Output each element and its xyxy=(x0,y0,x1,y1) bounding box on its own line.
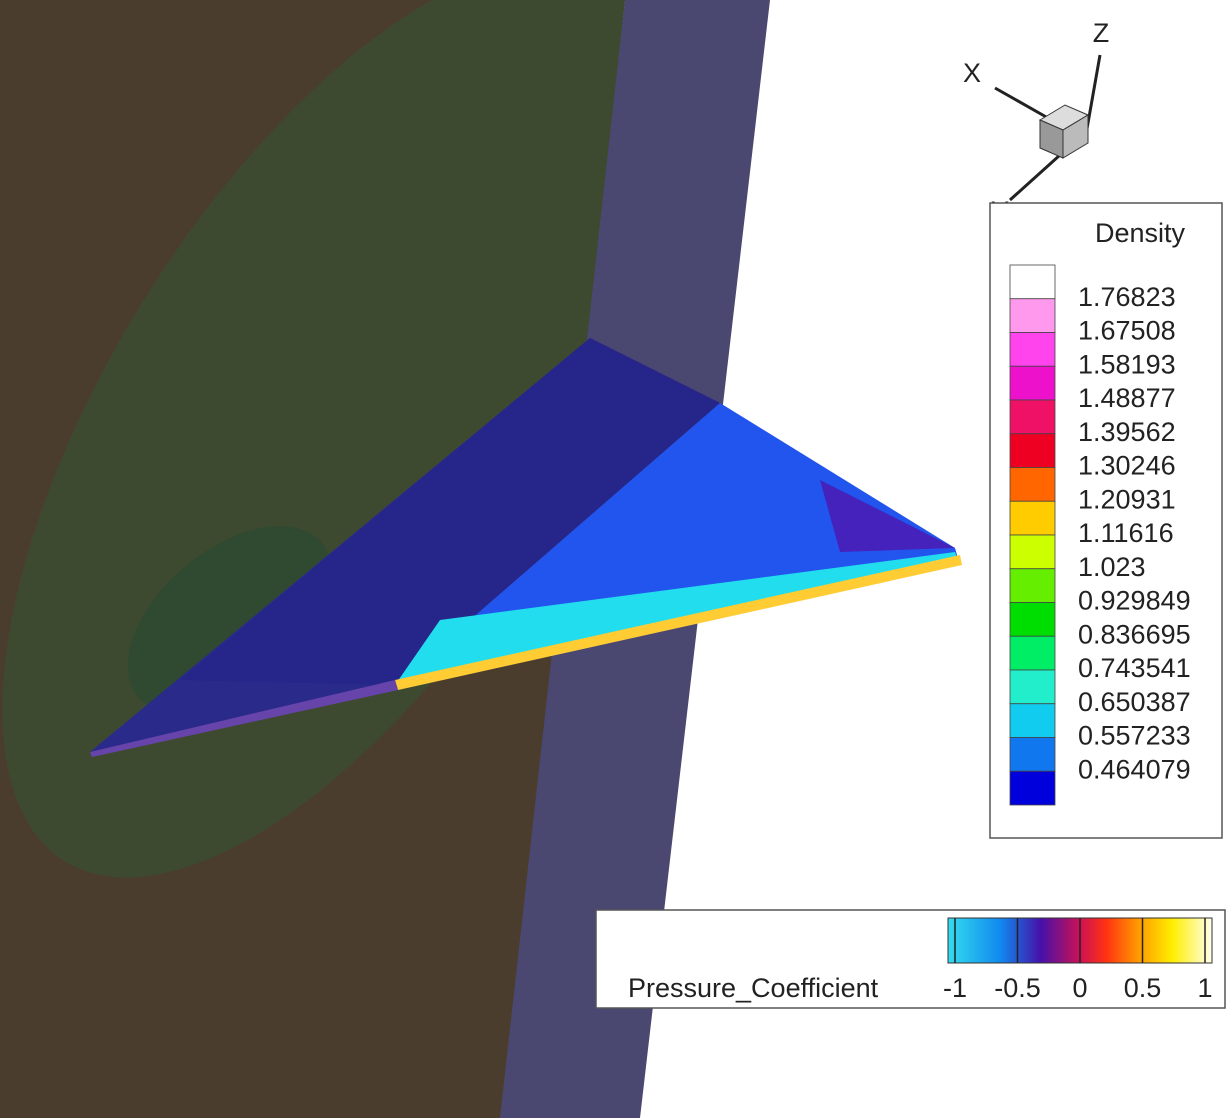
axis-z-label: Z xyxy=(1093,18,1110,48)
pressure-title: Pressure_Coefficient xyxy=(628,973,879,1003)
density-swatch xyxy=(1010,704,1055,738)
density-label: 1.76823 xyxy=(1078,282,1176,312)
pressure-tick-label: 1 xyxy=(1197,973,1212,1003)
density-swatch xyxy=(1010,333,1055,367)
density-label: 0.743541 xyxy=(1078,653,1191,683)
density-swatch xyxy=(1010,670,1055,704)
density-label: 0.650387 xyxy=(1078,687,1191,717)
density-label: 1.30246 xyxy=(1078,451,1176,481)
density-swatch xyxy=(1010,636,1055,670)
density-label: 1.67508 xyxy=(1078,316,1176,346)
density-swatch xyxy=(1010,434,1055,468)
density-label: 0.836695 xyxy=(1078,619,1191,649)
pressure-tick-label: -0.5 xyxy=(994,973,1041,1003)
density-swatch xyxy=(1010,603,1055,637)
density-swatch xyxy=(1010,738,1055,772)
density-label: 0.929849 xyxy=(1078,586,1191,616)
density-title: Density xyxy=(1095,218,1186,248)
axis-x-label: X xyxy=(963,58,981,88)
density-label: 1.39562 xyxy=(1078,417,1176,447)
density-label: 1.20931 xyxy=(1078,484,1176,514)
pressure-legend: Pressure_Coefficient -1 -0.5 0 0.5 1 xyxy=(596,910,1225,1008)
pressure-tick-label: -1 xyxy=(943,973,967,1003)
density-label: 1.58193 xyxy=(1078,349,1176,379)
density-label: 1.11616 xyxy=(1078,518,1174,548)
density-swatch xyxy=(1010,400,1055,434)
density-label: 0.557233 xyxy=(1078,721,1191,751)
density-swatch xyxy=(1010,265,1055,299)
density-label: 1.48877 xyxy=(1078,383,1176,413)
density-swatch xyxy=(1010,535,1055,569)
density-label: 0.464079 xyxy=(1078,754,1191,784)
density-swatch xyxy=(1010,771,1055,805)
density-swatch xyxy=(1010,501,1055,535)
scene: X Z Y Density 1.768231.675081.581931.488… xyxy=(0,0,1231,1118)
density-swatch xyxy=(1010,468,1055,502)
density-swatch xyxy=(1010,299,1055,333)
pressure-tick-label: 0.5 xyxy=(1124,973,1162,1003)
density-swatch xyxy=(1010,366,1055,400)
density-swatch xyxy=(1010,569,1055,603)
density-label: 1.023 xyxy=(1078,552,1146,582)
pressure-tick-label: 0 xyxy=(1072,973,1087,1003)
